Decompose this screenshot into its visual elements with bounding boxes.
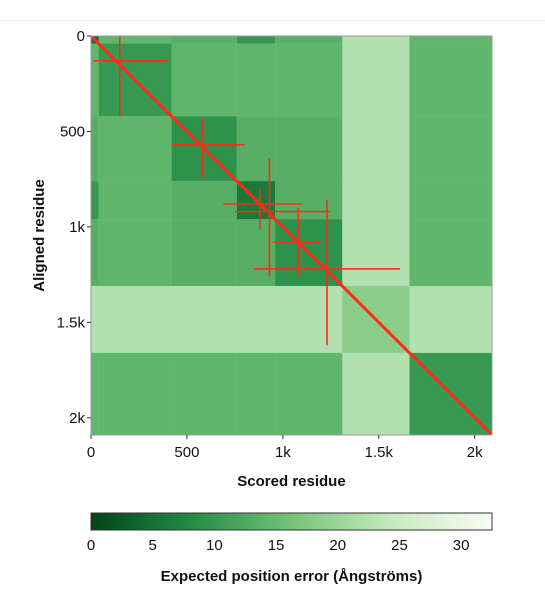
heatmap-cell (98, 286, 172, 353)
y-tick-label: 2k (69, 410, 85, 427)
heatmap-cell (409, 286, 492, 353)
heatmap-cell (275, 286, 343, 353)
heatmap-cell (171, 219, 237, 287)
heatmap-cell (171, 286, 237, 353)
colorbar (90, 512, 493, 531)
heatmap-cell (91, 286, 99, 353)
page-top-divider (0, 20, 545, 21)
y-tick-label: 1.5k (57, 314, 86, 331)
heatmap-cell (342, 219, 410, 287)
y-tick-label: 1k (69, 219, 85, 236)
heatmap-cell (236, 43, 276, 117)
y-axis: 0 500 1k 1.5k 2k (57, 28, 91, 427)
colorbar-tick-label: 25 (391, 537, 408, 554)
colorbar-ticks: 0 5 10 15 20 25 30 (87, 537, 470, 554)
heatmap-cell (275, 116, 343, 182)
x-tick-label: 500 (174, 444, 199, 461)
heatmap-cell (409, 219, 492, 287)
heatmap-cell (409, 36, 492, 44)
colorbar-tick-label: 15 (268, 537, 285, 554)
heatmap-cell (91, 352, 99, 435)
heatmap-cell (275, 352, 343, 435)
error-overlay (91, 36, 492, 435)
heatmap-cell (171, 36, 237, 44)
x-tick-label: 1k (275, 444, 291, 461)
heatmap-cell (98, 181, 172, 220)
heatmap-cell (275, 36, 343, 44)
heatmap-cell (236, 352, 276, 435)
heatmap-cell (98, 219, 172, 287)
x-axis: 0 500 1k 1.5k 2k (87, 435, 483, 461)
plot-frame (90, 35, 493, 436)
colorbar-tick-label: 20 (329, 537, 346, 554)
heatmap-cell (171, 352, 237, 435)
heatmap-cell (91, 43, 99, 117)
heatmap-cell (91, 219, 99, 287)
heatmap-cells (91, 36, 492, 435)
heatmap-cell (91, 181, 99, 220)
colorbar-label: Expected position error (Ångströms) (161, 568, 423, 585)
colorbar-tick-label: 10 (206, 537, 223, 554)
heatmap-cell (236, 36, 276, 44)
y-axis-title: Aligned residue (31, 179, 48, 292)
heatmap-cell (236, 286, 276, 353)
heatmap-cell (342, 181, 410, 220)
heatmap-cell (342, 36, 410, 44)
heatmap-cell (275, 181, 343, 220)
heatmap-cell (98, 352, 172, 435)
colorbar-tick-label: 30 (453, 537, 470, 554)
colorbar-tick-label: 0 (87, 537, 95, 554)
heatmap-cell (409, 43, 492, 117)
x-tick-label: 2k (467, 444, 483, 461)
heatmap-cell (409, 181, 492, 220)
heatmap-cell (171, 43, 237, 117)
colorbar-tick-label: 5 (149, 537, 157, 554)
diagonal-line (91, 36, 492, 435)
x-tick-label: 1.5k (365, 444, 394, 461)
x-tick-label: 0 (87, 444, 95, 461)
x-axis-title: Scored residue (237, 473, 345, 490)
heatmap-cell (409, 116, 492, 182)
heatmap-cell (275, 43, 343, 117)
heatmap-cell (342, 116, 410, 182)
heatmap-cell (91, 116, 99, 182)
heatmap-cell (98, 36, 172, 44)
y-tick-label: 0 (77, 28, 85, 45)
heatmap-cell (342, 43, 410, 117)
heatmap-cell (342, 352, 410, 435)
heatmap-cell (171, 181, 237, 220)
heatmap-cell (98, 116, 172, 182)
y-tick-label: 500 (60, 123, 85, 140)
